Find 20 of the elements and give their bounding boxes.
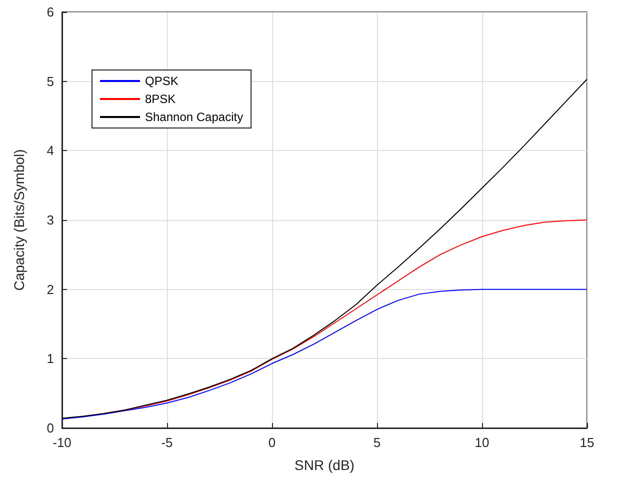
y-tick-label: 6 [46,4,54,20]
x-tick-label: -5 [161,435,173,450]
line-series [62,78,588,419]
y-tick-label: 1 [46,351,54,366]
legend-label: QPSK [145,74,178,88]
y-tick-label: 5 [46,74,54,89]
legend-label: 8PSK [145,92,176,106]
x-tick-label: 10 [474,435,490,450]
y-tick-label: 4 [46,143,54,158]
line-series [62,288,588,420]
y-tick-label: 2 [46,282,54,297]
legend-label: Shannon Capacity [145,110,244,124]
x-axis-title: SNR (dB) [294,457,354,473]
x-tick-label: -10 [52,435,72,450]
x-tick-label: 0 [268,435,276,450]
y-tick-label: 0 [46,420,54,436]
y-tick-label: 3 [46,212,54,228]
y-axis-title: Capacity (Bits/Symbol) [11,149,27,291]
x-tick-label: 5 [373,435,381,450]
x-tick-label: 15 [580,435,594,450]
